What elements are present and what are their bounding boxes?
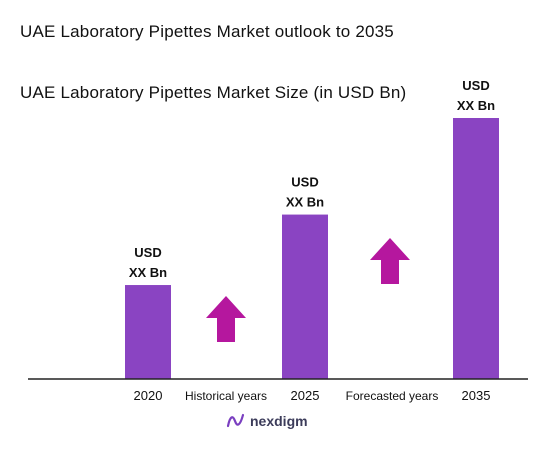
tick-label-2035: 2035 bbox=[462, 388, 491, 403]
logo-text: nexdigm bbox=[250, 413, 308, 429]
bar-2025 bbox=[282, 214, 328, 379]
bar-2020 bbox=[125, 285, 171, 379]
nexdigm-logo: nexdigm bbox=[226, 412, 308, 430]
value-label: USD bbox=[462, 78, 489, 93]
value-label: USD bbox=[291, 175, 318, 190]
tick-label-2025: 2025 bbox=[291, 388, 320, 403]
bar-2035 bbox=[453, 118, 499, 379]
value-label: USD bbox=[134, 245, 161, 260]
period-label: Historical years bbox=[185, 389, 267, 403]
growth-arrow-icon bbox=[206, 296, 246, 342]
chart-title: UAE Laboratory Pipettes Market Size (in … bbox=[20, 83, 407, 102]
value-label: XX Bn bbox=[286, 195, 324, 210]
page-title: UAE Laboratory Pipettes Market outlook t… bbox=[20, 22, 394, 41]
value-label: XX Bn bbox=[129, 265, 167, 280]
nexdigm-logo-icon bbox=[226, 413, 245, 428]
growth-arrow-icon bbox=[370, 238, 410, 284]
period-label: Forecasted years bbox=[346, 389, 439, 403]
tick-label-2020: 2020 bbox=[134, 388, 163, 403]
value-label: XX Bn bbox=[457, 98, 495, 113]
